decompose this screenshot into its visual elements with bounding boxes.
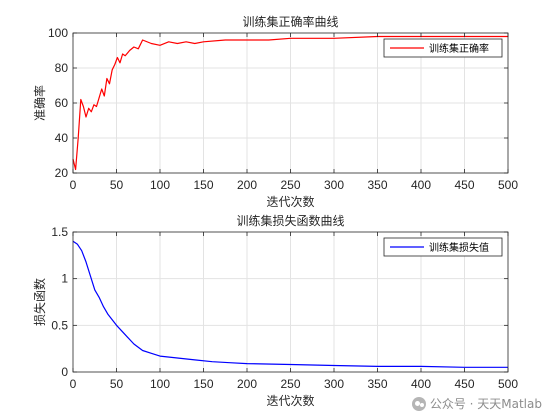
x-tick-label: 250 (280, 377, 300, 391)
x-tick-label: 50 (110, 178, 124, 192)
y-tick-label: 20 (55, 166, 69, 180)
x-tick-label: 150 (193, 377, 213, 391)
series-line (72, 35, 508, 171)
x-tick-label: 350 (367, 178, 387, 192)
legend: 训练集正确率 (383, 38, 503, 58)
x-tick-label: 150 (193, 178, 213, 192)
x-axis-label: 迭代次数 (266, 194, 314, 209)
wechat-icon (411, 396, 426, 411)
legend-box (383, 38, 503, 58)
x-tick-label: 200 (237, 377, 257, 391)
chart-title: 训练集正确率曲线 (242, 14, 338, 29)
x-tick-label: 250 (280, 178, 300, 192)
y-tick-label: 0.5 (51, 318, 68, 332)
y-axis-label: 损失函数 (32, 278, 47, 326)
watermark-text: 公众号 · 天天Matlab (429, 397, 542, 411)
y-axis-label: 准确率 (32, 85, 47, 121)
accuracy-chart: 0 50 100 150 200 250 300 350 400 450 500 20 40 60 80 10… (32, 14, 518, 209)
y-tick-label: 0 (61, 365, 68, 379)
legend: 训练集损失值 (383, 237, 503, 257)
x-tick-label: 50 (110, 377, 124, 391)
x-tick-label: 450 (454, 377, 474, 391)
x-tick-label: 100 (150, 178, 170, 192)
y-tick-label: 100 (48, 26, 68, 40)
x-tick-label: 200 (237, 178, 257, 192)
x-tick-label: 350 (367, 377, 387, 391)
y-tick-label: 80 (55, 61, 69, 75)
x-tick-label: 500 (498, 178, 518, 192)
x-tick-label: 0 (70, 178, 77, 192)
x-tick-label: 0 (70, 377, 77, 391)
y-tick-label: 60 (55, 96, 69, 110)
watermark: 公众号 · 天天Matlab (411, 395, 542, 412)
y-tick-label: 40 (55, 131, 69, 145)
x-tick-label: 400 (411, 377, 431, 391)
chart-title: 训练集损失函数曲线 (236, 213, 344, 228)
x-tick-label: 100 (150, 377, 170, 391)
x-tick-label: 400 (411, 178, 431, 192)
x-tick-label: 300 (324, 377, 344, 391)
x-tick-label: 450 (454, 178, 474, 192)
x-tick-label: 500 (498, 377, 518, 391)
loss-chart: 0 50 100 150 200 250 300 350 400 450 500 0 0.5 1 1.5 训练… (32, 213, 518, 408)
y-tick-label: 1 (61, 272, 68, 286)
legend-box (383, 237, 503, 257)
y-tick-label: 1.5 (51, 225, 68, 239)
x-axis-label: 迭代次数 (266, 393, 314, 408)
legend-label: 训练集正确率 (429, 42, 489, 55)
series-line (72, 240, 508, 368)
legend-label: 训练集损失值 (429, 241, 489, 254)
x-tick-label: 300 (324, 178, 344, 192)
